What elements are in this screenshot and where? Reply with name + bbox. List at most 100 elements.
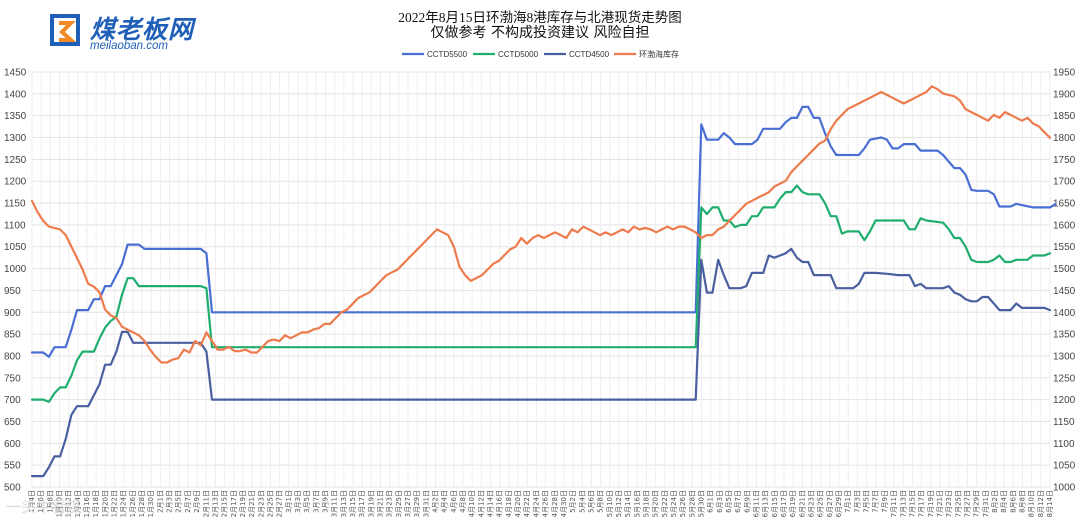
x-tick-label: 2月11日 xyxy=(202,490,210,517)
right-tick-label: 1450 xyxy=(1053,286,1076,297)
left-tick-label: 800 xyxy=(4,351,21,362)
left-tick-label: 1100 xyxy=(4,220,26,231)
x-tick-label: 5月22日 xyxy=(661,490,669,517)
x-tick-label: 1月22日 xyxy=(111,490,119,517)
x-tick-label: 6月1日 xyxy=(707,490,715,513)
x-tick-label: 7月13日 xyxy=(899,490,907,517)
logo-mark-icon xyxy=(50,14,80,46)
watermark: 一头牛看煤 xyxy=(6,498,82,516)
x-tick-label: 6月29日 xyxy=(835,490,843,517)
logo-domain-text: meilaoban.com xyxy=(90,40,168,52)
right-tick-label: 1950 xyxy=(1053,68,1076,79)
x-tick-label: 5月12日 xyxy=(615,490,623,517)
series-line-2 xyxy=(30,184,1052,403)
series-line-4 xyxy=(30,85,1052,364)
right-tick-label: 1750 xyxy=(1053,155,1076,166)
x-tick-label: 7月21日 xyxy=(936,490,944,517)
right-tick-label: 1900 xyxy=(1053,89,1076,100)
right-tick-label: 1150 xyxy=(1053,417,1075,428)
x-tick-label: 5月18日 xyxy=(642,490,650,517)
x-tick-label: 3月13日 xyxy=(340,490,348,517)
x-tick-label: 8月8日 xyxy=(1018,490,1026,513)
left-tick-label: 1350 xyxy=(4,111,27,122)
right-tick-label: 1400 xyxy=(1053,308,1076,319)
left-tick-label: 600 xyxy=(4,439,21,450)
x-tick-label: 6月7日 xyxy=(734,490,742,513)
x-tick-label: 2月25日 xyxy=(266,490,274,517)
x-axis-ticks: 1月4日 1月6日 1月8日 1月10日 1月12日 1月14日 1月16日 1月18日 1月2… xyxy=(28,490,1054,517)
x-tick-label: 5月28日 xyxy=(688,490,696,517)
x-tick-label: 4月24日 xyxy=(532,490,540,517)
legend-label-2: CCTD5000 xyxy=(498,50,539,59)
x-tick-label: 4月14日 xyxy=(487,490,495,517)
x-tick-label: 1月6日 xyxy=(37,490,45,513)
x-tick-label: 6月15日 xyxy=(771,490,779,517)
left-axis-ticks: 500 550 600 650 700 750 800 850 900 950 1000 1050 11… xyxy=(4,68,27,494)
x-tick-label: 6月9日 xyxy=(743,490,751,513)
right-tick-label: 1500 xyxy=(1053,264,1076,275)
x-tick-label: 4月12日 xyxy=(477,490,485,517)
x-tick-label: 3月11日 xyxy=(331,490,339,517)
plot-frame xyxy=(31,71,1051,488)
right-tick-label: 1350 xyxy=(1053,330,1076,341)
x-tick-label: 3月5日 xyxy=(303,490,311,513)
right-tick-label: 1250 xyxy=(1053,373,1076,384)
x-tick-label: 1月26日 xyxy=(129,490,137,517)
x-tick-label: 5月24日 xyxy=(670,490,678,517)
x-tick-label: 1月4日 xyxy=(28,490,36,513)
x-tick-label: 5月14日 xyxy=(624,490,632,517)
x-tick-label: 6月11日 xyxy=(753,490,761,517)
legend-label-4: 环渤海库存 xyxy=(639,49,679,59)
x-tick-label: 3月27日 xyxy=(404,490,412,517)
right-tick-label: 1300 xyxy=(1053,351,1076,362)
legend-label-3: CCTD4500 xyxy=(569,50,610,59)
x-tick-label: 3月15日 xyxy=(349,490,357,517)
x-tick-label: 2月21日 xyxy=(248,490,256,517)
x-tick-label: 1月10日 xyxy=(56,490,64,517)
left-tick-label: 1450 xyxy=(4,68,27,79)
x-tick-label: 2月9日 xyxy=(193,490,201,513)
x-tick-label: 8月4日 xyxy=(1000,490,1008,513)
x-tick-label: 7月31日 xyxy=(982,490,990,517)
logo: 煤老板网 meilaoban.com xyxy=(50,12,230,54)
left-tick-label: 850 xyxy=(4,330,21,341)
x-tick-label: 3月29日 xyxy=(413,490,421,517)
x-tick-label: 5月2日 xyxy=(569,490,577,513)
left-tick-label: 1400 xyxy=(4,89,27,100)
left-tick-label: 1200 xyxy=(4,177,27,188)
x-tick-label: 7月25日 xyxy=(954,490,962,517)
x-tick-label: 2月17日 xyxy=(230,490,238,517)
x-tick-label: 1月8日 xyxy=(46,490,54,513)
x-tick-label: 3月3日 xyxy=(294,490,302,513)
x-tick-label: 4月28日 xyxy=(551,490,559,517)
x-tick-label: 3月23日 xyxy=(386,490,394,517)
x-tick-label: 2月3日 xyxy=(166,490,174,513)
series-line-1 xyxy=(30,105,1057,358)
x-tick-label: 1月30日 xyxy=(147,490,155,517)
x-tick-label: 3月1日 xyxy=(285,490,293,513)
x-tick-label: 6月27日 xyxy=(826,490,834,517)
left-tick-label: 1250 xyxy=(4,155,27,166)
left-tick-label: 650 xyxy=(4,417,21,428)
x-tick-label: 6月25日 xyxy=(817,490,825,517)
x-tick-label: 6月5日 xyxy=(725,490,733,513)
x-tick-label: 8月6日 xyxy=(1009,490,1017,513)
legend-label-1: CCTD5500 xyxy=(427,50,468,59)
right-tick-label: 1000 xyxy=(1053,483,1076,494)
x-tick-label: 2月15日 xyxy=(221,490,229,517)
x-tick-label: 3月25日 xyxy=(395,490,403,517)
x-tick-label: 7月15日 xyxy=(908,490,916,517)
x-tick-label: 4月2日 xyxy=(432,490,440,513)
x-tick-label: 1月18日 xyxy=(92,490,100,517)
x-tick-label: 6月23日 xyxy=(808,490,816,517)
x-tick-label: 8月12日 xyxy=(1037,490,1045,517)
x-tick-label: 7月9日 xyxy=(881,490,889,513)
right-tick-label: 1550 xyxy=(1053,242,1076,253)
x-tick-label: 3月21日 xyxy=(377,490,385,517)
x-tick-label: 1月16日 xyxy=(83,490,91,517)
x-tick-label: 8月10日 xyxy=(1028,490,1036,517)
series-line-3 xyxy=(30,247,1052,478)
right-tick-label: 1100 xyxy=(1053,439,1075,450)
x-tick-label: 3月31日 xyxy=(422,490,430,517)
